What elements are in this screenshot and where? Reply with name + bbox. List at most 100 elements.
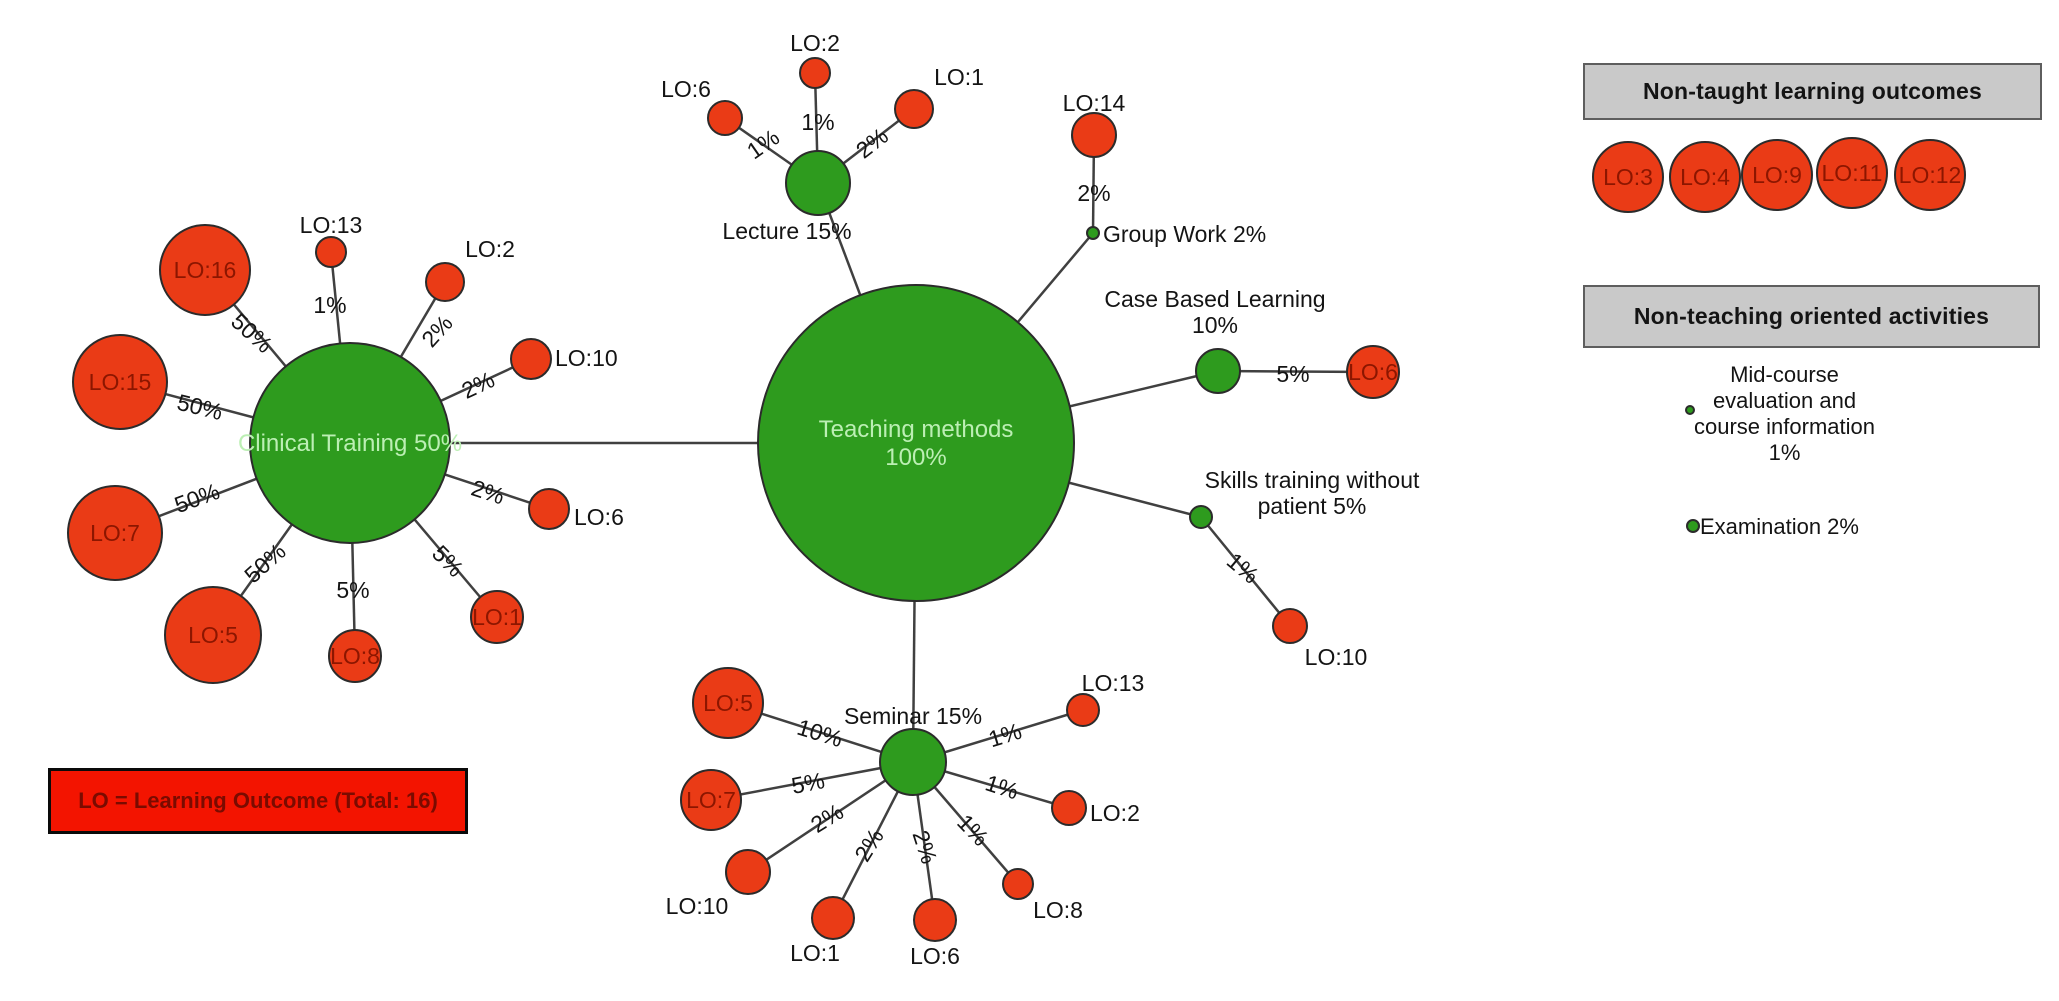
node-label-m6: LO:6	[910, 943, 960, 969]
node-p12-outcome	[1894, 139, 1966, 211]
node-c16-outcome	[159, 224, 251, 316]
edge-label-seminar-m10: 2%	[806, 798, 848, 838]
node-lecture-activity	[785, 150, 851, 216]
node-seminar-activity	[879, 728, 947, 796]
node-c1b-outcome	[470, 590, 524, 644]
node-m6-outcome	[913, 898, 957, 942]
node-label-c1b: LO:1	[472, 604, 522, 630]
edge-label-clinical-c6r: 2%	[468, 474, 508, 509]
node-label-m8: LO:8	[1033, 897, 1083, 923]
node-cb6-outcome	[1346, 345, 1400, 399]
edge-label-seminar-m1: 2%	[849, 824, 889, 866]
node-label-c2: LO:2	[465, 236, 515, 262]
node-groupwork-activity	[1086, 226, 1100, 240]
node-m5-outcome	[692, 667, 764, 739]
node-label-cbl: Case Based Learning 10%	[1104, 286, 1325, 338]
non-taught-outcomes-title: Non-taught learning outcomes	[1642, 78, 1983, 104]
node-c10-outcome	[510, 338, 552, 380]
mid-course-line-2: evaluation and	[1712, 388, 1857, 413]
node-label-p11: LO:11	[1822, 160, 1883, 186]
edge-label-seminar-m6: 2%	[907, 827, 942, 867]
node-examdot-activity	[1686, 519, 1700, 533]
node-label-l2: LO:2	[790, 30, 840, 56]
node-label-m10: LO:10	[666, 893, 729, 919]
node-label-c13: LO:13	[300, 212, 363, 238]
node-label-m7: LO:7	[686, 787, 736, 813]
node-label-c6r: LO:6	[574, 504, 624, 530]
non-taught-outcomes-header: Non-taught learning outcomes	[1583, 63, 2042, 120]
node-teaching-activity	[757, 284, 1075, 602]
node-label-m1: LO:1	[790, 940, 840, 966]
node-clinical-activity	[249, 342, 451, 544]
mid-course-evaluation-label: Mid-course evaluation and course informa…	[1687, 362, 1882, 466]
node-label-s10: LO:10	[1305, 644, 1368, 670]
node-label-p3: LO:3	[1603, 164, 1653, 190]
node-m13-outcome	[1066, 693, 1100, 727]
node-m2-outcome	[1051, 790, 1087, 826]
node-l2-outcome	[799, 57, 831, 89]
non-teaching-activities-header: Non-teaching oriented activities	[1583, 285, 2040, 348]
node-label-c16: LO:16	[174, 257, 237, 283]
node-p9-outcome	[1741, 139, 1813, 211]
node-label-p12: LO:12	[1899, 162, 1962, 188]
node-label-l6: LO:6	[661, 76, 711, 102]
node-label-m5: LO:5	[703, 690, 753, 716]
node-c8-outcome	[328, 629, 382, 683]
node-p3-outcome	[1592, 141, 1664, 213]
edge-label-lecture-l2: 1%	[801, 109, 834, 135]
edge-label-cbl-cb6: 5%	[1276, 361, 1309, 387]
edge-label-clinical-c13: 1%	[313, 292, 346, 318]
node-c5-outcome	[164, 586, 262, 684]
node-l1-outcome	[894, 89, 934, 129]
node-c13-outcome	[315, 236, 347, 268]
edge-label-seminar-m7: 5%	[789, 767, 827, 799]
edge-label-skills-s10: 1%	[1222, 547, 1264, 588]
edge-label-clinical-c7: 50%	[171, 478, 223, 518]
edge-label-seminar-m13: 1%	[985, 718, 1024, 753]
edge-label-clinical-c10: 2%	[457, 366, 498, 404]
edge-label-groupwork-g14: 2%	[1077, 180, 1110, 206]
node-label-p4: LO:4	[1680, 164, 1730, 190]
node-label-c5: LO:5	[188, 622, 238, 648]
edge-label-lecture-l6: 1%	[742, 124, 784, 164]
node-c7-outcome	[67, 485, 163, 581]
node-label-skills: Skills training without patient 5%	[1205, 467, 1420, 519]
node-label-c15: LO:15	[89, 369, 152, 395]
node-label-l1: LO:1	[934, 64, 984, 90]
mid-course-line-1: Mid-course	[1730, 362, 1839, 387]
node-label-teaching: Teaching methods 100%	[819, 416, 1014, 471]
edge-label-clinical-c5: 50%	[239, 538, 291, 588]
node-label-c10: LO:10	[555, 345, 618, 371]
node-c15-outcome	[72, 334, 168, 430]
node-cbl-activity	[1195, 348, 1241, 394]
node-label-seminar: Seminar 15%	[844, 703, 982, 729]
node-evaldot-activity	[1685, 405, 1695, 415]
node-m10-outcome	[725, 849, 771, 895]
non-teaching-activities-title: Non-teaching oriented activities	[1633, 303, 1990, 329]
examination-label: Examination 2%	[1700, 514, 1859, 539]
edge-label-clinical-c8: 5%	[336, 577, 369, 603]
node-m1-outcome	[811, 896, 855, 940]
edge-label-seminar-m2: 1%	[982, 769, 1022, 804]
node-c2-outcome	[425, 262, 465, 302]
node-p11-outcome	[1816, 137, 1888, 209]
node-label-m2: LO:2	[1090, 800, 1140, 826]
node-label-cb6: LO:6	[1348, 359, 1398, 385]
node-m8-outcome	[1002, 868, 1034, 900]
node-label-m13: LO:13	[1082, 670, 1145, 696]
node-c6r-outcome	[528, 488, 570, 530]
edge-label-clinical-c16: 50%	[226, 308, 278, 358]
edge-label-seminar-m5: 10%	[794, 714, 846, 752]
edge-label-clinical-c15: 50%	[175, 389, 226, 425]
node-skills-activity	[1189, 505, 1213, 529]
lo-legend-box: LO = Learning Outcome (Total: 16)	[48, 768, 468, 834]
edge-label-clinical-c2: 2%	[416, 310, 458, 352]
node-label-clinical: Clinical Training 50%	[238, 430, 462, 457]
edge-skills-s10	[1200, 516, 1291, 627]
edge-seminar-m7	[710, 760, 914, 802]
node-m7-outcome	[680, 769, 742, 831]
node-label-c8: LO:8	[330, 643, 380, 669]
node-s10-outcome	[1272, 608, 1308, 644]
